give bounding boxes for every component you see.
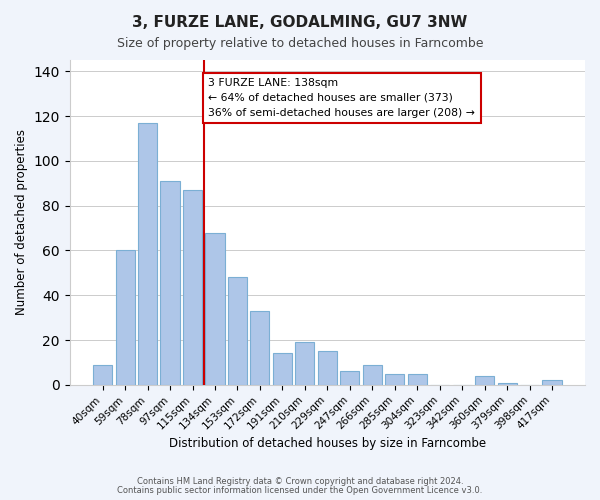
Text: Size of property relative to detached houses in Farncombe: Size of property relative to detached ho… bbox=[117, 38, 483, 51]
Bar bbox=[160, 181, 179, 385]
Bar bbox=[138, 122, 157, 385]
Bar bbox=[385, 374, 404, 385]
Text: Contains HM Land Registry data © Crown copyright and database right 2024.: Contains HM Land Registry data © Crown c… bbox=[137, 477, 463, 486]
Bar bbox=[318, 352, 337, 385]
Bar bbox=[363, 364, 382, 385]
Bar bbox=[542, 380, 562, 385]
Bar bbox=[93, 364, 112, 385]
Bar bbox=[340, 372, 359, 385]
Bar bbox=[407, 374, 427, 385]
Bar bbox=[295, 342, 314, 385]
Bar bbox=[497, 382, 517, 385]
Bar bbox=[183, 190, 202, 385]
Bar bbox=[116, 250, 134, 385]
Text: 3, FURZE LANE, GODALMING, GU7 3NW: 3, FURZE LANE, GODALMING, GU7 3NW bbox=[133, 15, 467, 30]
Bar bbox=[250, 311, 269, 385]
Bar bbox=[475, 376, 494, 385]
Y-axis label: Number of detached properties: Number of detached properties bbox=[15, 130, 28, 316]
Bar bbox=[273, 354, 292, 385]
X-axis label: Distribution of detached houses by size in Farncombe: Distribution of detached houses by size … bbox=[169, 437, 486, 450]
Bar bbox=[205, 232, 224, 385]
Bar bbox=[228, 278, 247, 385]
Text: Contains public sector information licensed under the Open Government Licence v3: Contains public sector information licen… bbox=[118, 486, 482, 495]
Text: 3 FURZE LANE: 138sqm
← 64% of detached houses are smaller (373)
36% of semi-deta: 3 FURZE LANE: 138sqm ← 64% of detached h… bbox=[208, 78, 475, 118]
